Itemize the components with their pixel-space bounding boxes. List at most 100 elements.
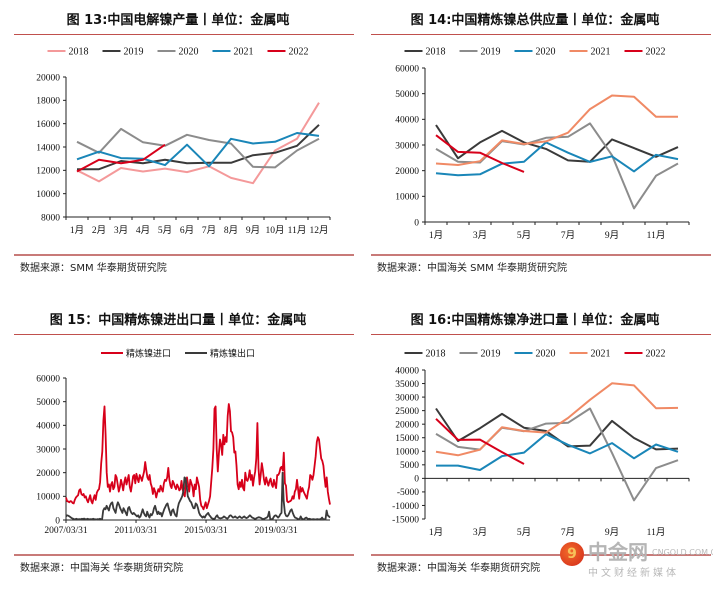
y-tick-label: 50000 <box>395 90 419 100</box>
legend-label: 2020 <box>179 47 199 58</box>
watermark-url: CNGOLD.COM.CN <box>652 548 713 557</box>
source-divider <box>371 554 711 556</box>
source-divider <box>371 254 711 256</box>
source-note: 数据来源：SMM 华泰期货研究院 <box>20 263 167 274</box>
series-line-2021 <box>76 132 320 168</box>
y-tick-label: 50000 <box>36 398 60 408</box>
y-tick-label: 40000 <box>395 366 419 376</box>
x-tick-label: 2007/03/31 <box>44 526 88 536</box>
y-tick-label: 30000 <box>395 141 419 151</box>
x-tick-label: 5月 <box>158 225 172 236</box>
watermark-tagline: 中文财经新媒体 <box>588 568 679 579</box>
legend-label: 2020 <box>536 47 556 58</box>
legend-label: 2019 <box>124 47 144 58</box>
y-tick-label: 0 <box>414 218 419 228</box>
legend-label: 2021 <box>591 349 611 360</box>
y-tick-label: 20000 <box>395 420 419 430</box>
legend-label: 精炼镍出口 <box>210 348 255 360</box>
panel-fig15: 图 15：中国精炼镍进出口量丨单位：金属吨 精炼镍进口 精炼镍出口 0 10000 20… <box>0 300 356 592</box>
panel-fig13: 图 13:中国电解镍产量丨单位：金属吨 2018 2019 2020 2021 2022… <box>0 0 356 292</box>
legend-label: 2022 <box>646 47 666 58</box>
cngold-logo-icon: 9 <box>560 542 584 566</box>
y-tick-label: 18000 <box>36 97 60 107</box>
series-line-2021 <box>435 382 679 457</box>
y-tick-label: 20000 <box>36 469 60 479</box>
panel-fig14: 图 14:中国精炼镍总供应量丨单位：金属吨 2018 2019 2020 2021 20… <box>357 0 713 292</box>
x-tick-label: 4月 <box>136 225 150 236</box>
chart-title: 图 13:中国电解镍产量丨单位：金属吨 <box>66 13 290 28</box>
watermark-brand: 中金网 <box>588 540 648 564</box>
y-tick-label: 20000 <box>395 167 419 177</box>
source-divider <box>14 554 354 556</box>
y-tick-label: 20000 <box>36 73 60 83</box>
y-tick-label: 8000 <box>41 213 60 223</box>
watermark: 9 中金网 CNGOLD.COM.CN 中文财经新媒体 <box>560 540 713 584</box>
y-tick-label: 30000 <box>395 393 419 403</box>
legend-label: 2022 <box>646 349 666 360</box>
legend-label: 精炼镍进口 <box>126 348 171 360</box>
chart-fig15: 精炼镍进口 精炼镍出口 0 10000 20000 30000 40000 50000 6000… <box>36 348 331 536</box>
y-tick-label: 25000 <box>395 407 419 417</box>
title-divider <box>14 34 354 35</box>
source-note: 数据来源：中国海关 华泰期货研究院 <box>377 563 541 574</box>
legend-label: 2021 <box>234 47 254 58</box>
series-line-import <box>65 403 331 511</box>
source-note: 数据来源：中国海关 SMM 华泰期货研究院 <box>377 263 567 274</box>
chart-title: 图 15：中国精炼镍进出口量丨单位：金属吨 <box>49 313 307 328</box>
series-line-2022 <box>435 418 525 465</box>
legend-label: 2018 <box>426 47 446 58</box>
legend-label: 2022 <box>289 47 309 58</box>
chart-title: 图 16:中国精炼镍净进口量丨单位：金属吨 <box>410 313 660 328</box>
y-tick-label: 10000 <box>36 493 60 503</box>
y-tick-label: 35000 <box>395 380 419 390</box>
x-tick-label: 9月 <box>246 225 260 236</box>
legend-label: 2018 <box>426 349 446 360</box>
x-tick-label: 7月 <box>561 230 575 241</box>
y-tick-label: -10000 <box>392 502 419 512</box>
logo-glyph: 9 <box>567 546 577 562</box>
y-tick-label: 30000 <box>36 445 60 455</box>
x-tick-label: 11月 <box>647 230 666 241</box>
series-line-2020 <box>436 433 679 471</box>
legend-label: 2021 <box>591 47 611 58</box>
x-tick-label: 1月 <box>70 225 84 236</box>
x-tick-label: 3月 <box>114 225 128 236</box>
x-tick-label: 6月 <box>180 225 194 236</box>
series-line-2018 <box>435 407 679 451</box>
x-tick-label: 11月 <box>647 527 666 538</box>
x-tick-label: 5月 <box>517 527 531 538</box>
title-divider <box>14 334 354 335</box>
title-divider <box>371 334 711 335</box>
x-tick-label: 10月 <box>265 225 284 236</box>
x-tick-label: 2019/03/31 <box>254 526 298 536</box>
y-tick-label: 14000 <box>36 143 60 153</box>
x-tick-label: 8月 <box>224 225 238 236</box>
y-tick-label: 10000 <box>395 448 419 458</box>
series-line-2020 <box>76 127 320 169</box>
y-tick-label: 16000 <box>36 120 60 130</box>
x-tick-label: 2011/03/31 <box>115 526 158 536</box>
y-tick-label: 10000 <box>36 190 60 200</box>
x-tick-label: 3月 <box>473 527 487 538</box>
x-tick-label: 1月 <box>429 230 443 241</box>
chart-fig13: 2018 2019 2020 2021 2022 8000 10000 12000 14000 1… <box>36 47 331 236</box>
y-tick-label: 60000 <box>36 374 60 384</box>
source-divider <box>14 254 354 256</box>
y-tick-label: -15000 <box>392 515 419 525</box>
chart-title: 图 14:中国精炼镍总供应量丨单位：金属吨 <box>410 13 660 28</box>
series-line-2021 <box>435 94 678 166</box>
y-tick-label: -5000 <box>397 488 419 498</box>
x-tick-label: 5月 <box>517 230 531 241</box>
x-tick-label: 2月 <box>92 225 106 236</box>
y-tick-label: 15000 <box>395 434 419 444</box>
series-line-2022 <box>76 143 166 173</box>
x-tick-label: 7月 <box>561 527 575 538</box>
y-tick-label: 12000 <box>36 167 60 177</box>
series-line-2018 <box>435 124 679 163</box>
x-tick-label: 2015/03/31 <box>184 526 228 536</box>
x-tick-label: 1月 <box>429 527 443 538</box>
panel-fig16: 图 16:中国精炼镍净进口量丨单位：金属吨 2018 2019 2020 2021 20… <box>357 300 713 592</box>
legend-label: 2020 <box>536 349 556 360</box>
y-tick-label: 0 <box>414 475 419 485</box>
legend-label: 2019 <box>481 349 501 360</box>
